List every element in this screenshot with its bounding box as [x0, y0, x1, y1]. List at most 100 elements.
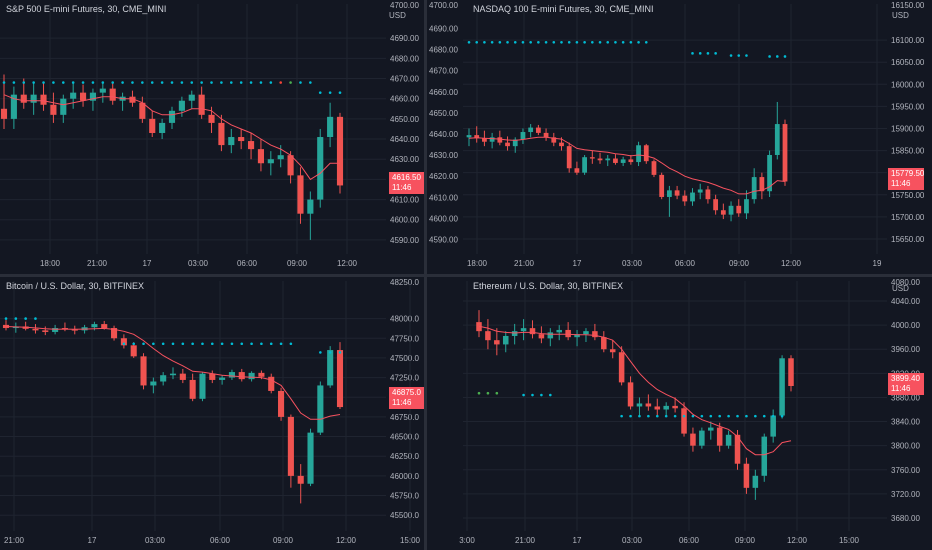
level-dot [780, 414, 784, 418]
level-dot [42, 81, 45, 84]
chart-title: NASDAQ 100 E-mini Futures, 30, CME_MINI [473, 4, 654, 14]
level-dot [200, 81, 203, 84]
level-dot [495, 391, 499, 395]
level-dot [260, 342, 263, 346]
level-dot [239, 81, 243, 84]
unit-label: USD [892, 11, 909, 20]
candle-body [547, 332, 554, 339]
level-dot [269, 81, 273, 84]
candle-body [0, 108, 8, 119]
candle-body [543, 132, 549, 138]
level-dot [698, 52, 702, 55]
level-dot [121, 81, 124, 84]
chart-svg-ndx[interactable]: 15650.0015700.0015750.0015800.0015850.00… [427, 0, 932, 274]
candle-body [42, 330, 49, 332]
level-dot [319, 351, 322, 354]
level-dot [691, 414, 695, 418]
y-tick-label: 46250.0 [390, 452, 419, 461]
x-tick-label: 18:00 [40, 259, 61, 268]
chart-pane-eth[interactable]: 3680.00 3720.00 3760.00 3800.00 3840.00 3880.… [427, 277, 932, 550]
level-dot [12, 81, 16, 84]
last-price: 15779.50 [891, 169, 925, 178]
x-tick-label: 17 [573, 259, 582, 268]
level-dot [736, 414, 739, 418]
candle-body [474, 135, 480, 139]
left-y-tick-label: 4660.00 [429, 88, 458, 97]
y-tick-label: 15650.00 [891, 235, 925, 244]
candle-body [502, 335, 509, 345]
x-tick-label: 12:00 [337, 259, 358, 268]
level-dot [279, 342, 283, 346]
level-dot [783, 55, 787, 58]
level-dot [567, 41, 571, 44]
candle-body [752, 475, 759, 488]
level-dot [61, 81, 65, 84]
level-dot [682, 414, 686, 418]
level-dot [150, 81, 154, 84]
candle-body [774, 124, 780, 155]
level-dot [673, 414, 677, 418]
level-dot [498, 41, 502, 44]
level-dot [644, 41, 648, 44]
level-dot [620, 414, 623, 418]
candle-body [258, 372, 265, 377]
last-price-tag: 3899.40 11:46 [888, 373, 924, 395]
y-tick-label: 4000.00 [891, 321, 920, 330]
level-dot [706, 52, 710, 55]
level-dot [220, 81, 223, 84]
x-tick-label: 03:00 [622, 259, 643, 268]
y-tick-label: 3800.00 [891, 442, 920, 451]
candle-body [535, 127, 541, 133]
candle-body [654, 406, 661, 410]
candle-body [111, 328, 118, 339]
level-dot [691, 52, 694, 55]
left-y-tick-label: 4690.00 [429, 25, 458, 34]
level-dot [201, 342, 204, 346]
level-dot [81, 81, 85, 84]
candle-body [651, 161, 657, 175]
candle-body [720, 210, 726, 215]
level-dot [250, 342, 253, 346]
pane-divider-horizontal[interactable] [0, 274, 932, 277]
y-tick-label: 47750.0 [390, 334, 419, 343]
chart-pane-spx[interactable]: 4590.004600.004610.004620.004630.004640.… [0, 0, 425, 274]
candle-body [556, 329, 562, 333]
y-tick-label: 4600.00 [390, 216, 419, 225]
candle-body [238, 372, 245, 380]
x-tick-label: 09:00 [735, 536, 756, 545]
candle-body [277, 155, 284, 160]
candle-body [705, 189, 711, 200]
candle-body [751, 177, 757, 200]
chart-svg-btc[interactable]: 45500.0 45750.0 46000.0 46250.0 46500.0 46750… [0, 277, 424, 550]
level-dot [540, 393, 543, 397]
candle-body [120, 338, 127, 346]
x-tick-label: 21:00 [514, 259, 535, 268]
y-tick-label: 4650.00 [390, 115, 419, 124]
chart-pane-ndx[interactable]: 15650.0015700.0015750.0015800.0015850.00… [427, 0, 932, 274]
candle-body [743, 463, 750, 488]
level-dot [122, 342, 126, 346]
level-dot [521, 41, 525, 44]
chart-pane-btc[interactable]: 45500.0 45750.0 46000.0 46250.0 46500.0 46750… [0, 277, 425, 550]
level-dot [700, 414, 704, 418]
level-dot [745, 54, 748, 57]
candle-body [565, 329, 571, 338]
y-tick-label: 4690.00 [390, 34, 419, 43]
level-dot [629, 414, 632, 418]
candle-body [336, 350, 344, 408]
candle-body [663, 405, 669, 410]
y-tick-label: 48250.0 [390, 278, 419, 287]
candle-body [618, 352, 625, 383]
chart-svg-spx[interactable]: 4590.004600.004610.004620.004630.004640.… [0, 0, 424, 274]
y-tick-label: 15900.00 [891, 124, 925, 133]
level-dot [269, 342, 273, 346]
y-tick-label: 3960.00 [891, 345, 920, 354]
level-dot [768, 55, 771, 58]
chart-svg-eth[interactable]: 3680.00 3720.00 3760.00 3800.00 3840.00 3880.… [427, 277, 932, 550]
candle-body [130, 345, 137, 357]
level-dot [111, 81, 115, 84]
y-tick-label: 15700.00 [891, 213, 925, 222]
y-tick-label: 16150.00 [891, 1, 925, 10]
y-tick-label: 3680.00 [891, 514, 920, 523]
candle-body [188, 94, 195, 101]
